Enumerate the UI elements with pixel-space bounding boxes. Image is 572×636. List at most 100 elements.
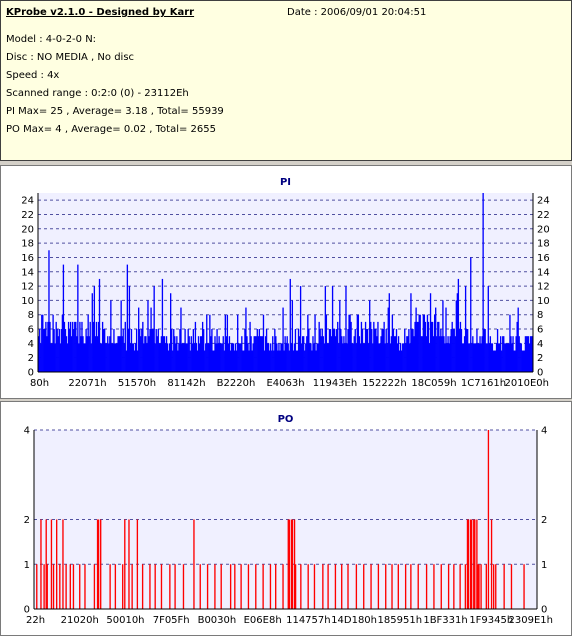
data-bar: [330, 336, 333, 372]
data-bar: [126, 264, 129, 372]
data-bar: [474, 519, 476, 609]
data-bar: [459, 564, 461, 609]
data-bar: [159, 343, 162, 372]
data-bar: [285, 343, 287, 372]
data-bar: [355, 564, 358, 609]
data-bar: [94, 336, 97, 372]
data-bar: [123, 343, 125, 372]
data-bar: [68, 329, 71, 372]
data-bar: [50, 343, 52, 372]
data-bar: [292, 350, 295, 372]
x-tick-label: 1BF331h: [423, 615, 467, 626]
data-bar: [129, 343, 132, 372]
data-bar: [525, 336, 528, 372]
data-bar: [52, 314, 54, 372]
data-bar: [100, 343, 103, 372]
data-bar: [96, 519, 99, 609]
data-bar: [487, 430, 490, 609]
data-bar: [106, 343, 108, 372]
data-bar: [295, 350, 298, 372]
data-bar: [399, 343, 402, 372]
data-bar: [171, 329, 173, 372]
data-bar: [526, 336, 529, 372]
data-bar: [297, 329, 300, 372]
data-bar: [516, 321, 518, 372]
data-bar: [422, 314, 424, 372]
y-tick-label-right: 0: [537, 368, 543, 379]
data-bar: [503, 564, 505, 609]
data-bar: [232, 343, 235, 372]
data-bar: [397, 336, 400, 372]
data-bar: [175, 343, 177, 372]
data-bar: [338, 343, 340, 372]
data-bar: [93, 286, 96, 372]
data-bar: [220, 564, 222, 609]
data-bar: [255, 336, 257, 372]
data-bar: [447, 336, 449, 372]
data-bar: [62, 264, 65, 372]
data-bar: [336, 329, 338, 372]
data-bar: [505, 343, 507, 372]
data-bar: [286, 336, 288, 372]
data-bar: [165, 336, 168, 372]
data-bar: [507, 343, 509, 372]
data-bar: [113, 329, 115, 372]
data-bar: [101, 321, 104, 372]
data-bar: [199, 336, 202, 372]
data-bar: [290, 519, 293, 609]
data-bar: [444, 343, 446, 372]
data-bar: [211, 329, 213, 372]
data-bar: [190, 336, 192, 372]
data-bar: [217, 343, 219, 372]
data-bar: [221, 343, 223, 372]
x-tick-label: 22h: [26, 615, 45, 626]
data-bar: [370, 321, 372, 372]
data-bar: [446, 343, 448, 372]
data-bar: [302, 336, 304, 372]
data-bar: [435, 307, 437, 372]
data-bar: [48, 250, 50, 372]
y-tick-label-right: 20: [537, 224, 550, 235]
data-bar: [104, 329, 106, 372]
data-bar: [415, 307, 417, 372]
data-bar: [85, 329, 87, 372]
x-tick-label: 14D180h: [331, 615, 377, 626]
data-bar: [275, 336, 277, 372]
data-bar: [119, 336, 121, 372]
data-bar: [414, 321, 416, 372]
data-bar: [376, 336, 378, 372]
x-tick-label: 51570h: [118, 378, 156, 389]
pi-summary-line: PI Max= 25 , Average= 3.18 , Total= 5593…: [6, 106, 224, 117]
data-bar: [47, 321, 49, 372]
data-bar: [276, 343, 278, 372]
x-tick-label: E06E8h: [244, 615, 282, 626]
data-bar: [214, 336, 216, 372]
data-bar: [117, 336, 119, 372]
data-bar: [329, 329, 332, 372]
data-bar: [207, 343, 209, 372]
data-bar: [278, 343, 280, 372]
data-bar: [185, 343, 187, 372]
data-bar: [105, 343, 107, 372]
data-bar: [350, 321, 352, 372]
x-tick-label: 2010E0h: [505, 378, 549, 389]
data-bar: [433, 564, 435, 609]
data-bar: [517, 307, 519, 372]
data-bar: [437, 321, 439, 372]
data-bar: [500, 336, 502, 372]
speed-line: Speed : 4x: [6, 70, 60, 81]
data-bar: [321, 329, 323, 372]
data-bar: [137, 350, 139, 372]
data-bar: [193, 519, 195, 609]
data-bar: [345, 286, 347, 372]
data-bar: [503, 336, 505, 372]
data-bar: [378, 343, 380, 372]
data-bar: [365, 329, 368, 372]
data-bar: [405, 343, 407, 372]
data-bar: [322, 564, 324, 609]
data-bar: [304, 350, 306, 372]
data-bar: [483, 329, 485, 372]
data-bar: [495, 343, 498, 372]
x-tick-label: 81142h: [167, 378, 205, 389]
data-bar: [212, 350, 214, 372]
